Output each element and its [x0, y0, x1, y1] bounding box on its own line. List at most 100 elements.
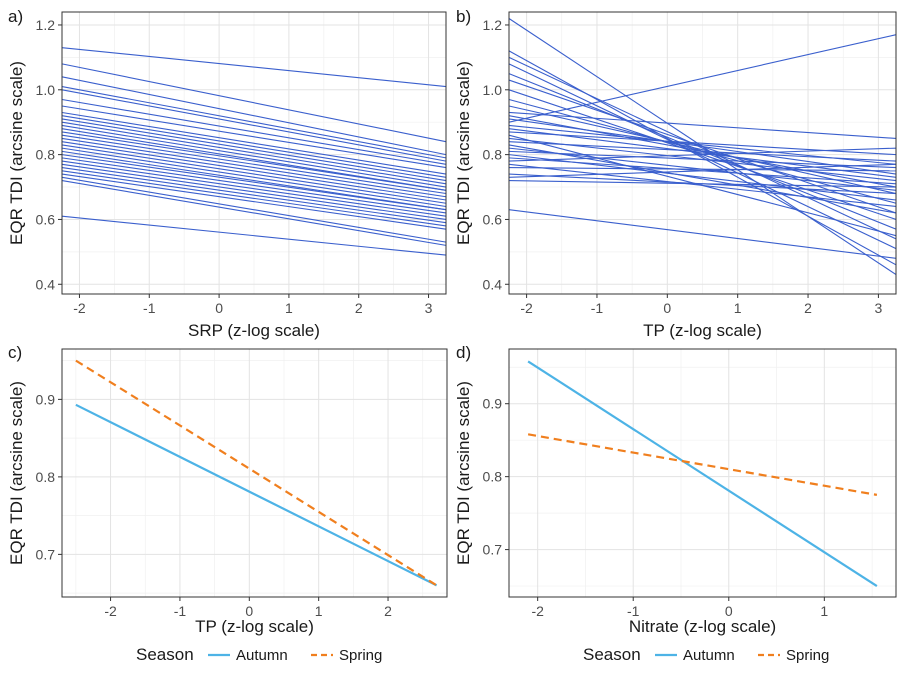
x-tick-label: 1	[820, 603, 828, 619]
fit-line	[61, 98, 447, 165]
fit-line	[61, 115, 447, 178]
x-axis-title: Nitrate (z-log scale)	[629, 617, 776, 636]
y-axis-title: EQR TDI (arcsine scale)	[454, 381, 473, 565]
fit-line	[508, 56, 897, 240]
fit-line	[61, 111, 447, 175]
fit-line	[61, 160, 447, 217]
y-tick-label: 0.9	[36, 391, 56, 407]
x-tick-label: 1	[734, 300, 742, 316]
y-tick-label: 0.8	[483, 147, 503, 163]
x-tick-label: 0	[215, 300, 223, 316]
x-tick-label: -2	[73, 300, 86, 316]
panel-2: -2 -1 0 1 2 3 0.4 0.6 0.8 1.0 1.2 b) TP (z-log scale…	[454, 7, 897, 340]
legend: Season Autumn Spring	[583, 645, 829, 664]
fit-line	[508, 63, 897, 250]
y-tick-label: 0.8	[36, 469, 56, 485]
legend-label-spring: Spring	[786, 647, 829, 664]
fit-line	[61, 173, 447, 230]
fit-line	[61, 215, 447, 256]
fit-line	[61, 163, 447, 220]
y-tick-label: 0.9	[483, 396, 503, 412]
fit-line	[61, 137, 447, 198]
fit-line	[508, 128, 897, 178]
series-line-spring	[527, 433, 878, 496]
x-tick-label: 2	[384, 603, 392, 619]
x-tick-label: 3	[425, 300, 433, 316]
x-tick-label: -1	[591, 300, 604, 316]
legend-label-autumn: Autumn	[236, 647, 288, 664]
fit-line	[508, 150, 897, 169]
y-tick-label: 1.0	[483, 82, 503, 98]
panel-4: -2 -1 0 1 0.7 0.8 0.9 d) Nitrate (z-log scale) EQ…	[454, 343, 897, 664]
fit-line	[508, 111, 897, 139]
fit-line	[508, 163, 897, 178]
y-tick-label: 0.6	[36, 211, 56, 227]
fit-line	[508, 141, 897, 162]
x-tick-label: 1	[285, 300, 293, 316]
x-axis-title: TP (z-log scale)	[643, 321, 762, 340]
y-axis-title: EQR TDI (arcsine scale)	[7, 381, 26, 565]
x-tick-label: -2	[104, 603, 117, 619]
legend-title: Season	[136, 645, 194, 664]
y-tick-label: 0.8	[483, 469, 503, 485]
panel-3: -2 -1 0 1 2 0.7 0.8 0.9 c) TP (z-log scale) EQR TD…	[7, 343, 448, 664]
fit-line	[61, 124, 447, 188]
panel-border	[61, 11, 447, 295]
x-axis-title: TP (z-log scale)	[195, 617, 314, 636]
panel-border	[508, 348, 897, 598]
fit-line	[61, 89, 447, 162]
x-tick-label: -1	[627, 603, 640, 619]
y-tick-label: 0.4	[36, 276, 56, 292]
y-tick-label: 1.2	[36, 17, 56, 33]
x-tick-label: 3	[875, 300, 883, 316]
y-tick-label: 0.7	[36, 546, 56, 562]
x-tick-label: -1	[174, 603, 187, 619]
fit-line	[61, 141, 447, 201]
x-axis-title: SRP (z-log scale)	[188, 321, 320, 340]
panel-letter: a)	[8, 7, 23, 26]
series-line-spring	[75, 359, 438, 587]
fit-line	[61, 134, 447, 195]
fit-line	[508, 147, 897, 162]
y-axis-title: EQR TDI (arcsine scale)	[7, 61, 26, 245]
fit-line	[508, 34, 897, 123]
fit-line	[508, 167, 897, 172]
y-axis-title: EQR TDI (arcsine scale)	[454, 61, 473, 245]
fit-line	[61, 144, 447, 204]
legend: Season Autumn Spring	[136, 645, 382, 664]
panel-border	[61, 348, 448, 598]
panel-1: -2 -1 0 1 2 3 0.4 0.6 0.8 1.0 1.2 a) SRP (z-log scal…	[7, 7, 447, 340]
fit-line	[61, 170, 447, 227]
y-tick-label: 0.6	[483, 211, 503, 227]
x-tick-label: 2	[804, 300, 812, 316]
fit-line	[61, 121, 447, 185]
panel-letter: b)	[456, 7, 471, 26]
fit-line	[61, 167, 447, 224]
x-tick-label: -2	[531, 603, 544, 619]
x-tick-label: -1	[143, 300, 156, 316]
fit-line	[508, 144, 897, 214]
fit-line	[61, 86, 447, 159]
fit-line	[61, 147, 447, 208]
legend-label-autumn: Autumn	[683, 647, 735, 664]
x-tick-label: -2	[520, 300, 533, 316]
x-tick-label: 1	[315, 603, 323, 619]
fit-line	[61, 131, 447, 191]
fit-line	[508, 180, 897, 188]
x-tick-label: 2	[355, 300, 363, 316]
fit-line	[508, 163, 897, 208]
fit-line	[61, 47, 447, 88]
fit-line	[61, 157, 447, 214]
x-tick-label: 0	[245, 603, 253, 619]
fit-line	[61, 154, 447, 211]
fit-line	[508, 50, 897, 266]
fit-line	[61, 118, 447, 182]
y-tick-label: 0.4	[483, 276, 503, 292]
fit-line	[61, 76, 447, 156]
fit-line	[61, 105, 447, 169]
y-tick-label: 0.8	[36, 147, 56, 163]
fit-line	[61, 63, 447, 143]
fit-line	[508, 209, 897, 259]
